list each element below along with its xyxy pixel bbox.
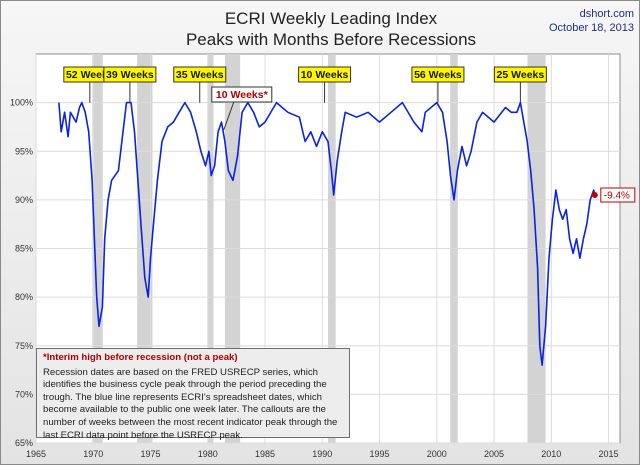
callout-label: 25 Weeks [497,69,545,81]
x-tick-label: 1980 [198,449,218,459]
callout-box [103,66,157,83]
callout-label: 35 Weeks [176,69,224,81]
callout-box [411,66,465,83]
y-tick-label: 85% [15,244,33,254]
x-tick-label: 1975 [140,449,160,459]
date-label: October 18, 2013 [549,22,634,34]
chart-subtitle: Peaks with Months Before Recessions [186,30,476,49]
y-tick-label: 100% [10,98,33,108]
x-tick-label: 1995 [370,449,390,459]
y-axis: 65% 70% 75% 80% 85% 90% 95% 100% [10,98,33,448]
x-tick-label: 2010 [541,449,561,459]
x-axis: 1965 1970 1975 1980 1985 1990 1995 2000 2005 2010… [26,449,619,459]
x-tick-label: 2015 [599,449,619,459]
y-tick-label: 90% [15,195,33,205]
callout-label: 52 Weeks [66,69,114,81]
series-line-ecri [58,101,596,366]
last-value-marker: -9.4% [591,187,636,203]
source-label: dshort.com [580,8,634,20]
callout-box [493,66,547,83]
y-tick-label: 95% [15,146,33,156]
last-value-label: -9.4% [604,191,630,202]
interim-callout-label: 10 Weeks* [216,89,269,101]
x-tick-label: 1990 [312,449,332,459]
y-tick-label: 70% [15,389,33,399]
y-tick-label: 75% [15,341,33,351]
interim-leader [223,101,235,131]
callout-label: 39 Weeks [106,69,154,81]
interim-callout-box [211,86,273,103]
callout-label: 10 Weeks [301,69,349,81]
annotation-note: *Interim high before recession (not a pe… [36,348,350,441]
last-value-box [600,187,636,203]
callout-leaders [89,82,521,131]
note-title: *Interim high before recession (not a pe… [43,352,238,363]
x-tick-label: 2005 [484,449,504,459]
y-tick-label: 80% [15,292,33,302]
last-point-dot [591,192,598,199]
x-tick-label: 1970 [83,449,103,459]
note-body: Recession dates are based on the FRED US… [43,366,338,441]
chart-title: ECRI Weekly Leading Index [225,9,438,28]
callout-box [173,66,227,83]
callout-box [298,66,352,83]
callout-label: 56 Weeks [414,69,462,81]
x-tick-label: 2000 [427,449,447,459]
x-tick-label: 1985 [255,449,275,459]
x-tick-label: 1965 [26,449,46,459]
y-tick-label: 65% [15,438,33,448]
